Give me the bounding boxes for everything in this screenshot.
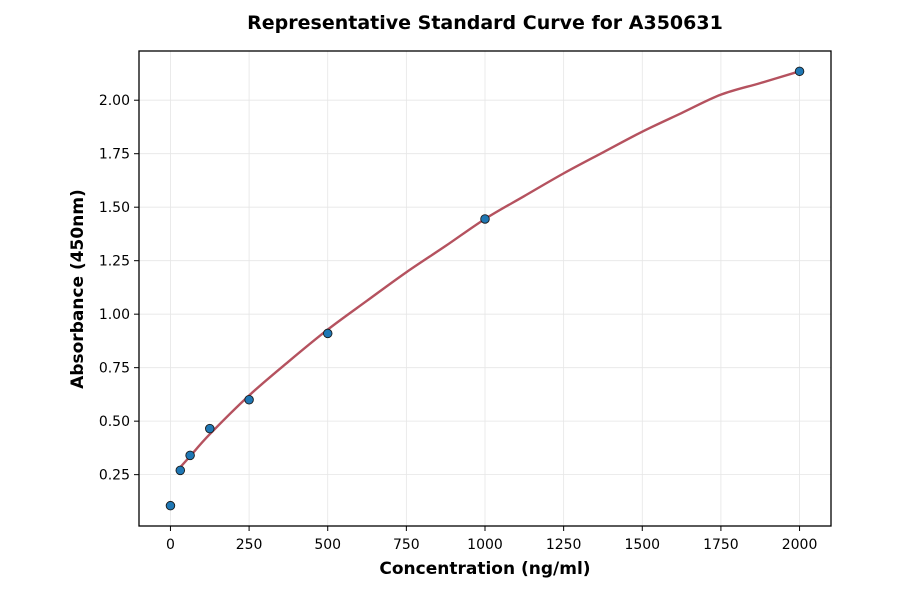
- x-tick-label: 0: [166, 537, 175, 553]
- data-point: [185, 450, 195, 461]
- x-tick-label: 500: [314, 537, 341, 553]
- x-tick-label: 1250: [546, 537, 582, 553]
- data-point: [205, 423, 215, 434]
- fit-curve-group: [179, 70, 800, 468]
- y-tick-label: 2.00: [99, 93, 130, 109]
- chart-title: Representative Standard Curve for A35063…: [247, 12, 723, 34]
- data-point: [175, 465, 186, 476]
- data-point: [322, 328, 333, 339]
- y-tick-label: 0.75: [99, 361, 130, 377]
- y-axis-label: Absorbance (450nm): [68, 189, 88, 389]
- y-tick-label: 0.50: [99, 414, 130, 430]
- data-point: [165, 500, 176, 511]
- grid-lines: [139, 51, 831, 526]
- x-axis-ticks: 0 250 500 750 1000 1250 1500 1750 2000: [166, 526, 817, 553]
- y-axis-ticks: 0.25 0.50 0.75 1.00 1.25 1.50 1.75 2.00: [99, 93, 139, 484]
- data-point: [794, 66, 805, 77]
- x-tick-label: 1000: [467, 537, 503, 553]
- y-tick-label: 1.00: [99, 307, 130, 323]
- y-tick-label: 1.75: [99, 147, 130, 163]
- x-tick-label: 1750: [703, 537, 739, 553]
- data-points-group: [165, 66, 805, 511]
- x-axis-label: Concentration (ng/ml): [379, 559, 590, 579]
- x-tick-label: 250: [236, 537, 263, 553]
- y-tick-label: 0.25: [99, 468, 130, 484]
- x-tick-label: 1500: [624, 537, 660, 553]
- data-point: [244, 395, 254, 405]
- y-tick-label: 1.25: [99, 254, 130, 270]
- x-tick-label: 750: [393, 537, 420, 553]
- fit-curve-line: [179, 70, 800, 468]
- data-point: [480, 214, 490, 224]
- x-tick-label: 2000: [782, 537, 818, 553]
- y-tick-label: 1.50: [99, 200, 130, 216]
